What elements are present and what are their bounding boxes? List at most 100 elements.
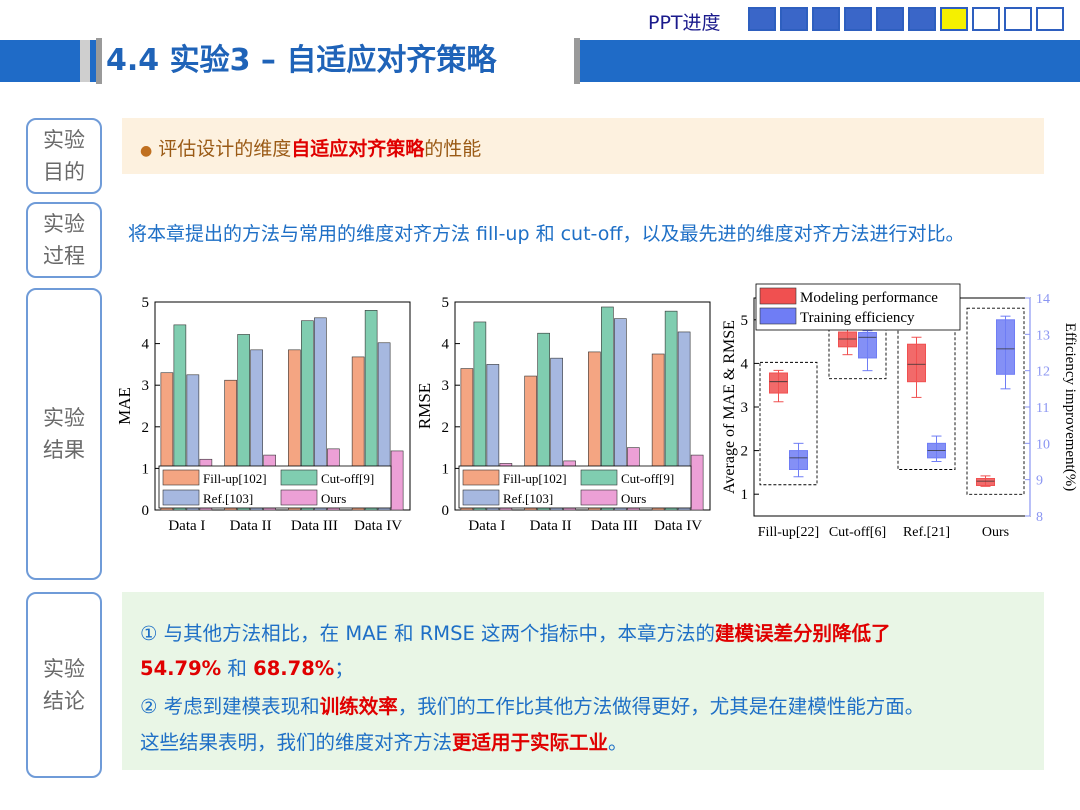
rmse-ytick-label: 5 [442, 295, 450, 311]
rmse-legend-swatch [580, 489, 618, 506]
progress-box-10 [1036, 7, 1064, 31]
rmse-legend-swatch [580, 469, 618, 486]
box-group-dashed-frame [966, 307, 1025, 495]
conclusion-line2-post: ； [334, 657, 354, 680]
mae-legend-label: Cut-off[9] [321, 471, 374, 486]
conclusion-line-4: 这些结果表明，我们的维度对齐方法更适用于实际工业。 [140, 726, 628, 755]
progress-indicator [748, 7, 1064, 31]
mae-ytick-label: 0 [142, 503, 150, 519]
mae-legend-swatch [162, 469, 200, 486]
mae-bar [364, 310, 378, 511]
mae-ylabel: MAE [115, 387, 134, 425]
rmse-legend-label: Ours [621, 491, 646, 506]
box-xtick-label: Ref.[21] [903, 525, 950, 540]
progress-box-4 [844, 7, 872, 31]
conclusion-line1-highlight: 建模误差分别降低了 [715, 622, 891, 645]
conclusion-line-2: 54.79% 和 68.78%； [140, 652, 354, 681]
mae-xtick-label: Data III [291, 518, 338, 534]
progress-box-7 [940, 7, 968, 31]
rmse-legend-swatch [462, 469, 500, 486]
box-y2tick-label: 12 [1036, 365, 1050, 380]
box-group-dashed-frame [897, 328, 956, 470]
rmse-bar [614, 318, 627, 511]
conclusion-line3-post: ，我们的工作比其他方法做得更好，尤其是在建模性能方面。 [397, 695, 925, 718]
box-xtick-label: Fill-up[22] [758, 525, 819, 540]
mae-bar [390, 450, 404, 511]
progress-box-8 [972, 7, 1000, 31]
rmse-legend-label: Fill-up[102] [503, 471, 567, 486]
rmse-ytick-label: 1 [442, 461, 450, 477]
side-label-conclusion-line2: 结论 [43, 689, 85, 713]
box-legend-label: Training efficiency [800, 310, 915, 326]
box-group-dashed-frame [828, 319, 887, 380]
box-y2tick-label: 11 [1036, 401, 1049, 416]
mae-xtick-label: Data II [230, 518, 272, 534]
progress-box-3 [812, 7, 840, 31]
title-accent [80, 40, 90, 82]
conclusion-line1-text: ① 与其他方法相比，在 MAE 和 RMSE 这两个指标中，本章方法的 [140, 622, 716, 645]
mae-bar [301, 320, 314, 511]
rmse-bar [664, 310, 678, 511]
box-ytick-label: 2 [741, 444, 749, 460]
progress-box-6 [908, 7, 936, 31]
side-label-results-line1: 实验 [43, 406, 85, 430]
rmse-bar [473, 321, 487, 511]
conclusion-line4-highlight: 更适用于实际工业 [452, 731, 609, 754]
rmse-ytick-label: 3 [442, 378, 450, 394]
mae-bar [173, 324, 187, 511]
box-iqr [858, 332, 877, 359]
mae-plot-frame [154, 301, 411, 511]
side-label-purpose: 实验 目的 [26, 118, 102, 194]
mae-bar [314, 317, 327, 511]
box-ylabel: Average of MAE & RMSE [721, 320, 738, 494]
rmse-legend-label: Ref.[103] [503, 491, 553, 506]
mae-ytick-label: 3 [142, 378, 150, 394]
box-legend-label: Modeling performance [800, 290, 938, 306]
side-label-results-line2: 结果 [43, 438, 85, 462]
rmse-ytick-label: 4 [442, 337, 450, 353]
purpose-bullet: ● [140, 143, 153, 159]
rmse-xtick-label: Data I [468, 518, 505, 534]
side-label-conclusion-line1: 实验 [43, 657, 85, 681]
box-ytick-label: 4 [741, 356, 749, 372]
rmse-xtick-label: Data IV [654, 518, 702, 534]
title-box [96, 38, 580, 84]
side-label-purpose-line1: 实验 [43, 128, 85, 152]
box-y2tick-label: 10 [1036, 437, 1050, 452]
progress-box-5 [876, 7, 904, 31]
box-y2label: Efficiency improvement(%) [1062, 323, 1078, 491]
side-label-process-line2: 过程 [43, 244, 85, 268]
mae-ytick-label: 5 [142, 295, 150, 311]
rmse-ytick-label: 0 [442, 503, 450, 519]
rmse-ytick-label: 2 [442, 420, 450, 436]
conclusion-line4-post: 。 [608, 731, 628, 754]
mae-legend-swatch [162, 489, 200, 506]
box-y2tick-label: 8 [1036, 510, 1043, 525]
box-xtick-label: Cut-off[6] [829, 525, 886, 540]
box-y2tick-label: 13 [1036, 328, 1050, 343]
rmse-plot-frame [454, 301, 711, 511]
box-xtick-label: Ours [982, 525, 1009, 540]
box-iqr [907, 343, 926, 383]
side-label-conclusion: 实验 结论 [26, 592, 102, 778]
mae-ytick-label: 1 [142, 461, 150, 477]
purpose-text-post: 的性能 [424, 138, 482, 160]
rmse-ylabel: RMSE [415, 383, 434, 429]
conclusion-box [122, 592, 1044, 770]
progress-label: PPT进度 [648, 12, 721, 34]
purpose-text: ● 评估设计的维度自适应对齐策略的性能 [140, 134, 481, 161]
rmse-bar [690, 454, 704, 511]
process-text: 将本章提出的方法与常用的维度对齐方法 fill-up 和 cut-off，以及最… [128, 223, 965, 245]
rmse-legend-label: Cut-off[9] [621, 471, 674, 486]
slide-title: 4.4 实验3 – 自适应对齐策略 [106, 43, 497, 78]
side-label-process-line1: 实验 [43, 212, 85, 236]
purpose-text-pre: 评估设计的维度 [158, 138, 292, 160]
conclusion-line-3: ② 考虑到建模表现和训练效率，我们的工作比其他方法做得更好，尤其是在建模性能方面… [140, 690, 924, 719]
box-y2tick-label: 9 [1036, 474, 1043, 489]
rmse-bar-chart: 0 1 2 3 4 5 RMSE Data I Data II Data III Data IV Fi… [415, 295, 711, 534]
conclusion-line2-mid: 和 [221, 657, 254, 680]
conclusion-line3-pre: ② 考虑到建模表现和 [140, 695, 320, 718]
box-ytick-label: 5 [741, 313, 749, 329]
conclusion-mae-reduction: 54.79% [140, 657, 222, 680]
